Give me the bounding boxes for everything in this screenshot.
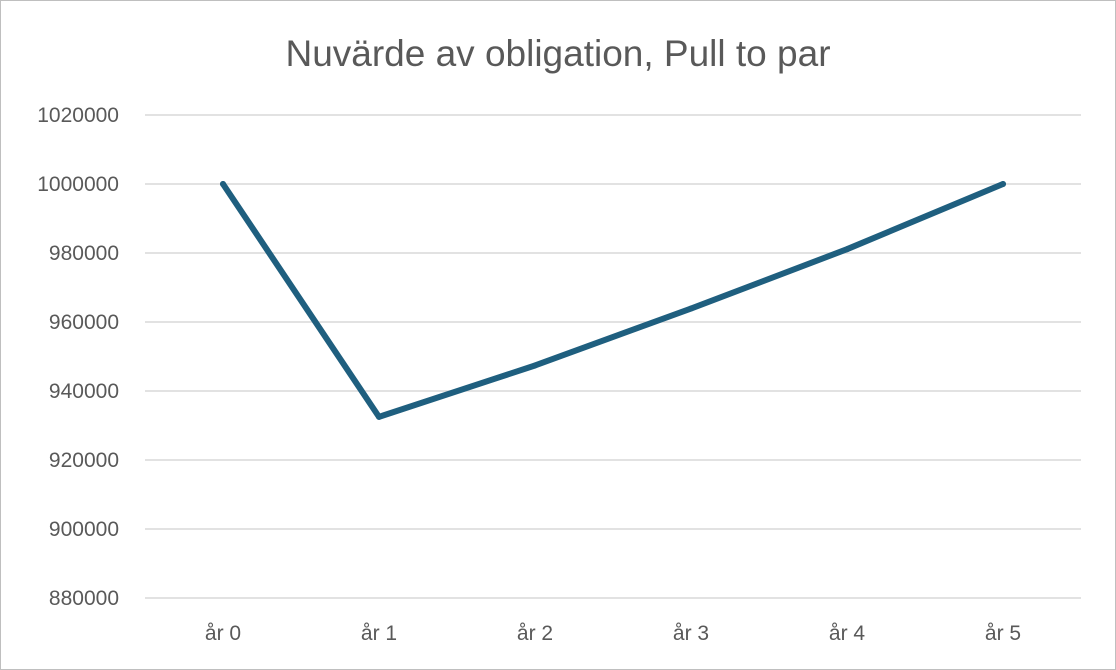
y-tick-label: 960000 bbox=[49, 311, 119, 334]
gridlines bbox=[145, 114, 1081, 599]
series-layer bbox=[220, 181, 1006, 420]
x-tick-label: år 0 bbox=[205, 622, 241, 645]
series-line bbox=[220, 181, 1006, 420]
chart-title: Nuvärde av obligation, Pull to par bbox=[285, 33, 830, 74]
x-tick-label: år 3 bbox=[673, 622, 709, 645]
y-tick-label: 900000 bbox=[49, 518, 119, 541]
data-point bbox=[220, 181, 226, 187]
data-point bbox=[376, 413, 382, 420]
data-point bbox=[844, 246, 850, 253]
y-tick-label: 880000 bbox=[49, 587, 119, 610]
x-tick-label: år 4 bbox=[829, 622, 866, 645]
y-axis-tick-labels: 880000 900000 920000 940000 960000 980000 1000… bbox=[37, 104, 119, 610]
data-point bbox=[532, 362, 538, 369]
x-axis-tick-labels: år 0 år 1 år 2 år 3 år 4 år 5 bbox=[205, 622, 1021, 645]
y-tick-label: 940000 bbox=[49, 380, 119, 403]
x-tick-label: år 2 bbox=[517, 622, 553, 645]
y-tick-label: 1000000 bbox=[37, 173, 119, 196]
x-tick-label: år 1 bbox=[361, 622, 397, 645]
y-tick-label: 1020000 bbox=[37, 104, 119, 127]
y-tick-label: 920000 bbox=[49, 449, 119, 472]
x-tick-label: år 5 bbox=[985, 622, 1021, 645]
data-point bbox=[1000, 181, 1006, 187]
y-tick-label: 980000 bbox=[49, 242, 119, 265]
data-point bbox=[688, 305, 694, 312]
